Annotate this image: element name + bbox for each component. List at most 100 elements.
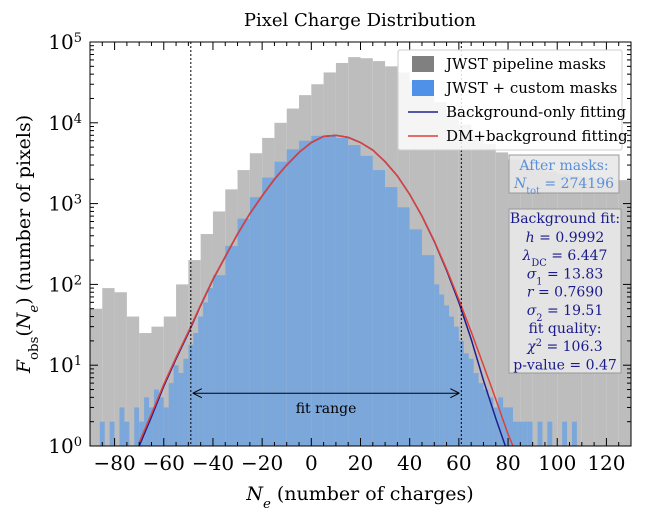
bar [468,358,474,446]
background-fit-param: p-value = 0.47 [513,357,617,373]
bar [409,229,422,446]
y-tick-label: 103 [48,192,82,216]
bar [90,308,103,446]
legend-swatch [412,56,434,72]
x-tick-label: 0 [305,451,318,475]
legend-swatch [412,80,434,96]
bar [493,407,499,446]
bar [183,358,189,446]
y-tick-label: 101 [48,353,82,377]
bar [274,161,287,446]
bar [360,155,373,446]
bar [562,421,568,446]
bar [237,218,250,446]
bar [571,421,577,446]
bar [372,170,386,446]
legend: JWST pipeline masks JWST + custom masks Ba… [397,49,628,151]
bar [618,180,631,446]
y-tick-label: 104 [48,111,82,135]
bar [139,421,145,446]
background-fit-param: h = 0.9992 [526,230,605,246]
bar [458,340,464,446]
background-fit-param: χ2 = 106.3 [526,338,602,356]
bar [193,333,199,446]
bar [311,135,324,446]
bar [299,140,312,446]
x-tick-label: 100 [538,451,576,475]
annotations: After masks: Ntot = 274196 Background fit:… [508,154,622,374]
bar [153,389,159,446]
bar [173,365,179,446]
legend-item: DM+background fitting [408,127,628,145]
bar [99,421,105,446]
legend-label: DM+background fitting [446,127,628,145]
bar [198,316,204,446]
legend-item: JWST pipeline masks [412,55,606,73]
bar [397,207,410,446]
bar [203,302,209,446]
bar [483,143,496,446]
after-masks-box: After masks: Ntot = 274196 [508,154,620,197]
bar [522,421,528,446]
bar [527,421,533,446]
bar [119,407,125,446]
x-tick-label: −20 [241,451,283,475]
bar [508,407,513,446]
y-tick-label: 102 [48,272,82,296]
fit-range-arrow [192,388,460,399]
legend-label: Background-only fitting [446,103,627,121]
bar [102,288,115,446]
bar [498,397,504,446]
bar [385,187,398,446]
bar [335,137,349,446]
fit-curve-1 [138,134,514,446]
bar [495,152,509,446]
bar [449,316,454,446]
axis-ticks: −80 −60 −40 −20 0 20 40 60 80 100 120 100 101 102 103 1… [48,30,632,475]
bar [178,373,184,446]
bar [149,407,154,446]
after-masks-ntot: Ntot = 274196 [513,176,614,197]
bar [225,245,238,446]
after-masks-title: After masks: [518,158,608,174]
bar [208,288,213,446]
bar [134,407,140,446]
bar [124,421,130,446]
bar [158,397,164,446]
bar [168,383,174,446]
bar [163,407,169,446]
bar [631,181,643,446]
bar [434,284,440,446]
bar [537,421,543,446]
bar [439,294,445,446]
bar [444,305,450,446]
x-axis-label: Ne (number of charges) [245,483,473,512]
bar [463,353,469,446]
bar [262,177,275,446]
axis-labels: Ne (number of charges) Fobs(Ne) (number o… [13,115,474,512]
bar [109,421,115,446]
bar [212,275,226,446]
background-fit-param: λDC = 6.447 [522,248,608,269]
bar [547,421,553,446]
legend-label: JWST + custom masks [444,79,617,97]
bar [478,383,484,446]
bar [483,389,489,446]
background-fit-param: r = 0.7690 [527,285,603,301]
legend-label: JWST pipeline masks [444,55,606,73]
x-tick-label: 80 [495,451,520,475]
x-tick-label: 120 [587,451,625,475]
bar [286,149,300,446]
y-tick-label: 105 [48,30,82,54]
bar [453,326,459,446]
x-tick-label: 20 [348,451,373,475]
x-tick-label: −80 [93,451,135,475]
legend-item: Background-only fitting [408,103,627,121]
bar [488,397,494,446]
series-1 [99,135,577,446]
y-tick-label: 100 [48,434,82,458]
x-tick-label: −60 [143,451,185,475]
bar [144,397,150,446]
